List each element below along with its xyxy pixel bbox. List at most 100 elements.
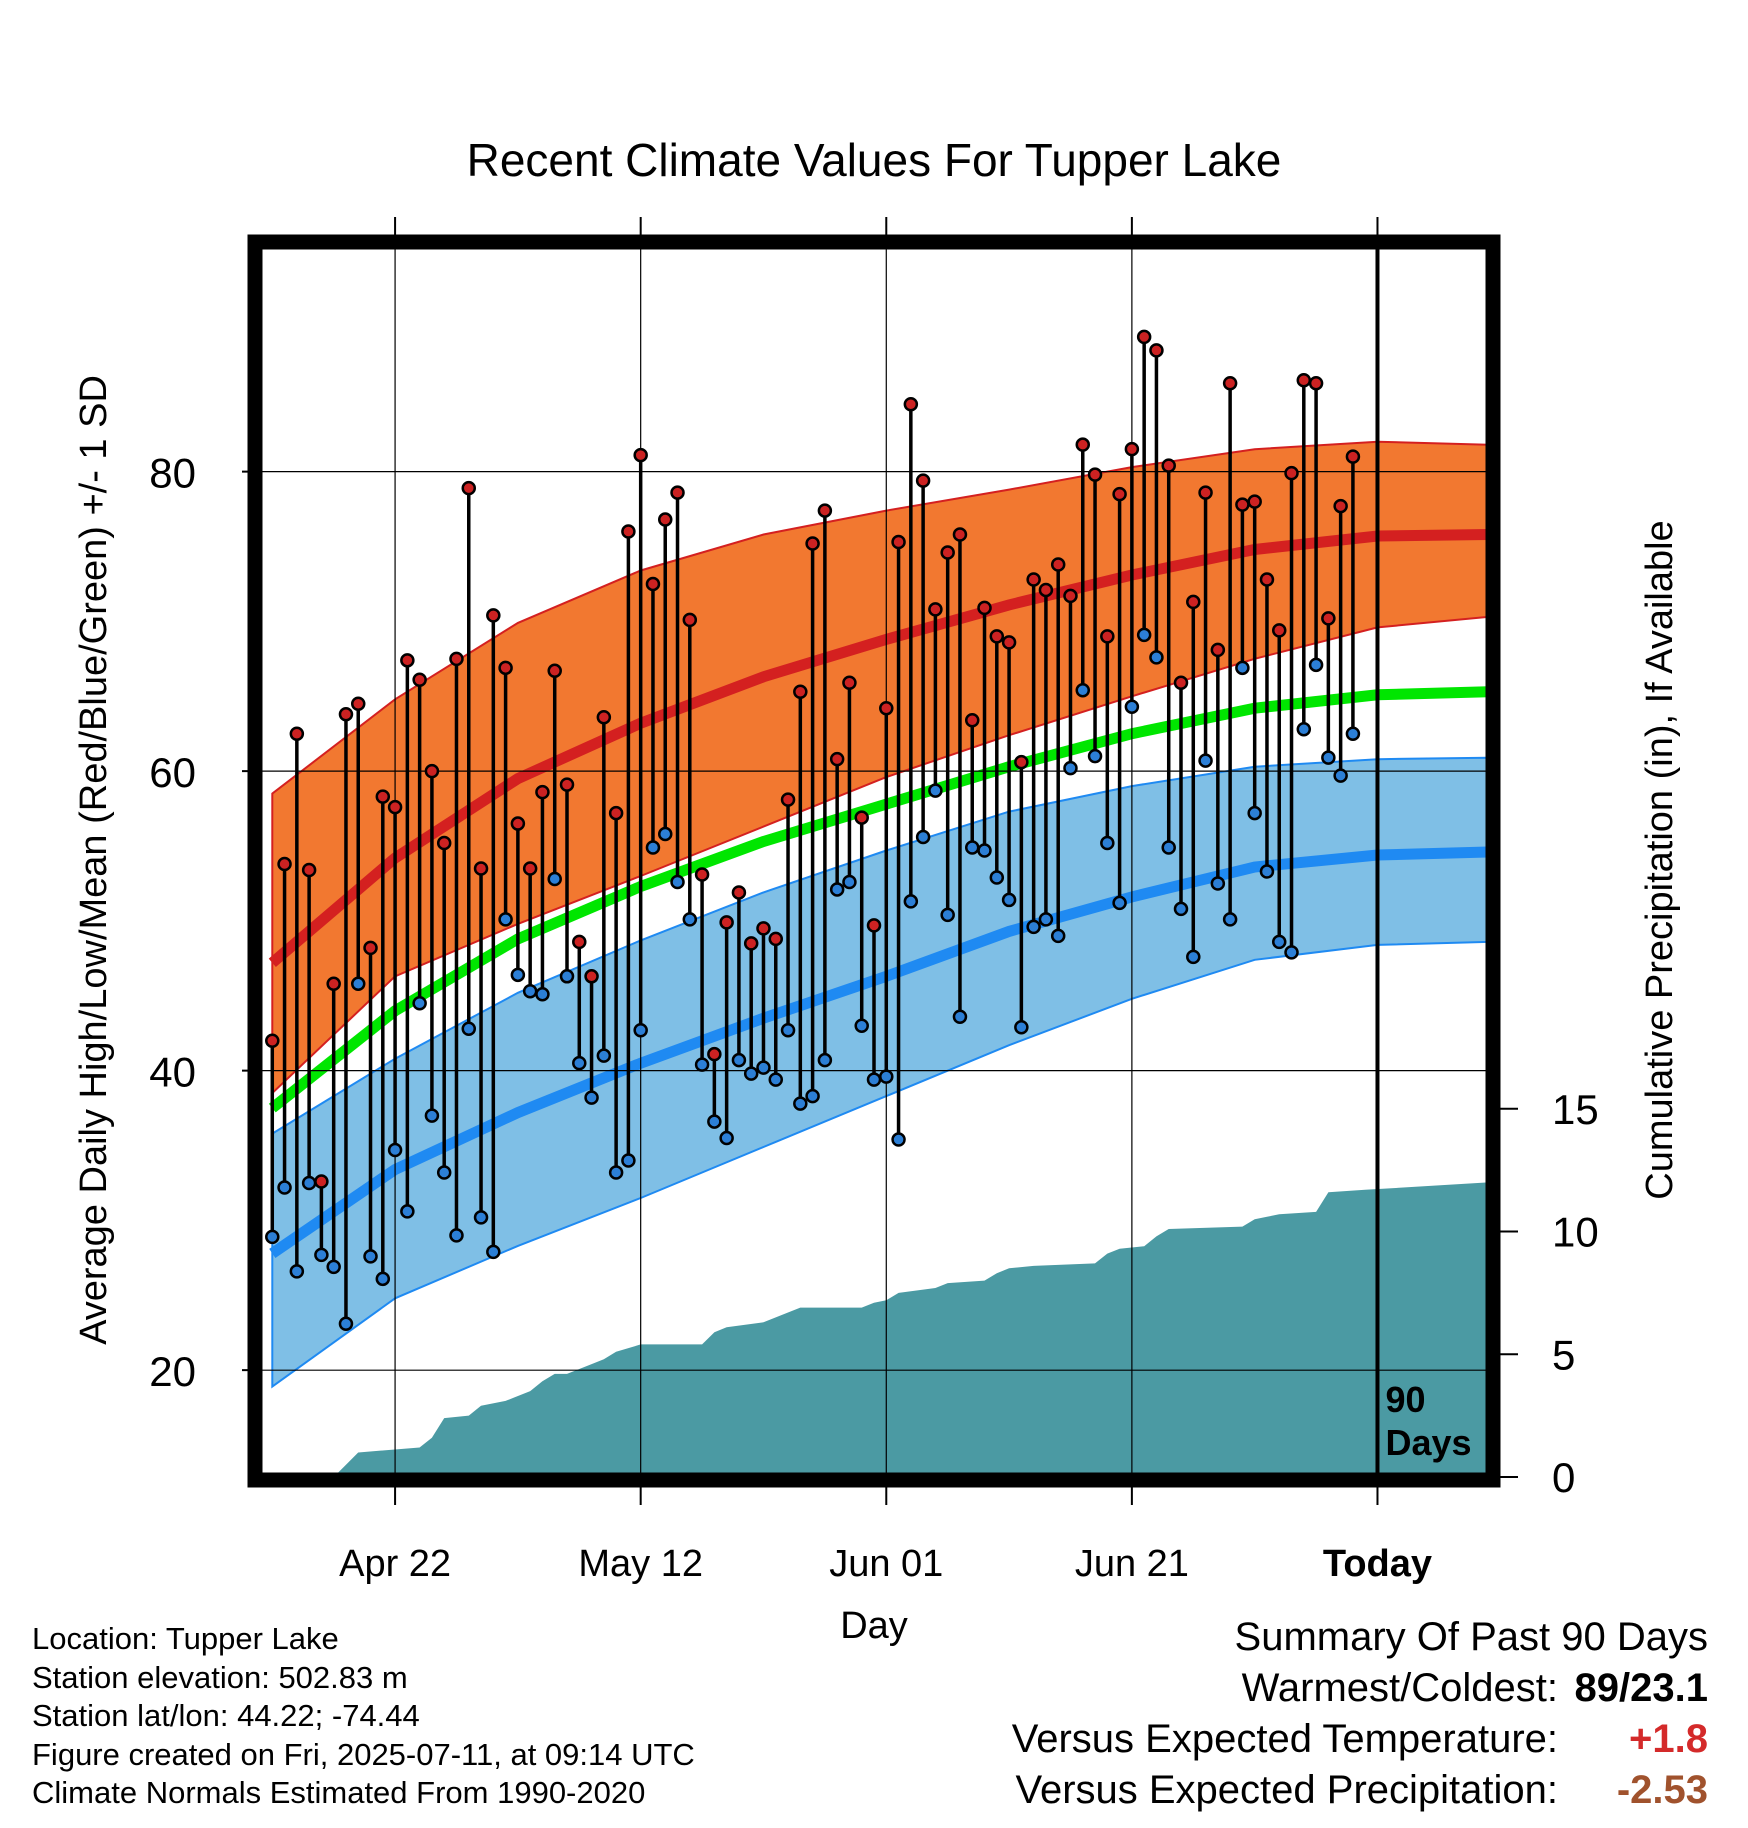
high-temp-point	[277, 856, 292, 872]
y2-tick-label: 15	[1552, 1086, 1599, 1133]
precip-anomaly-value: -2.53	[1616, 1768, 1708, 1812]
low-temp-point	[535, 987, 550, 1002]
high-temp-point	[350, 696, 366, 712]
y-axis-label: Average Daily High/Low/Mean (Red/Blue/Gr…	[73, 375, 115, 1345]
high-temp-point	[1345, 449, 1361, 464]
low-temp-point	[547, 871, 562, 887]
high-temp-point	[608, 805, 624, 821]
high-temp-point	[1063, 588, 1078, 604]
high-temp-point	[731, 885, 747, 900]
low-temp-point	[793, 1096, 808, 1111]
low-temp-point	[326, 1259, 341, 1275]
high-temp-point	[1259, 572, 1275, 587]
low-temp-point	[1235, 660, 1250, 676]
chart-title: Recent Climate Values For Tupper Lake	[467, 134, 1282, 186]
low-temp-point	[670, 874, 685, 890]
low-temp-point	[1014, 1019, 1029, 1035]
high-temp-point	[817, 503, 833, 518]
low-temp-point	[928, 783, 943, 798]
high-temp-point	[743, 936, 759, 951]
high-temp-point	[1136, 329, 1152, 345]
high-temp-point	[694, 867, 710, 882]
low-temp-point	[977, 843, 992, 858]
high-temp-point	[1333, 498, 1348, 514]
low-temp-point	[498, 912, 513, 927]
low-temp-point	[756, 1060, 771, 1075]
low-temp-point	[1075, 683, 1091, 698]
high-temp-point	[535, 784, 550, 800]
high-temp-point	[449, 651, 464, 667]
low-temp-point	[277, 1180, 292, 1195]
high-temp-point	[363, 940, 378, 956]
high-temp-point	[719, 915, 734, 930]
high-temp-point	[510, 816, 526, 831]
high-temp-point	[621, 524, 636, 539]
low-temp-point	[829, 882, 845, 897]
low-temp-point	[805, 1088, 820, 1104]
y2-tick-label: 10	[1552, 1209, 1599, 1256]
high-temp-point	[289, 726, 305, 741]
low-temp-point	[584, 1090, 599, 1105]
temp-anomaly-label: Versus Expected Temperature:	[1011, 1717, 1558, 1761]
low-temp-point	[1308, 657, 1324, 673]
low-temp-point	[350, 976, 366, 992]
high-temp-point	[424, 763, 440, 779]
high-temp-point	[1284, 465, 1299, 481]
high-temp-point	[584, 969, 599, 984]
high-temp-point	[879, 700, 894, 716]
high-temp-point	[1296, 373, 1312, 388]
low-temp-point	[854, 1018, 869, 1033]
y2-tick-label: 0	[1552, 1454, 1575, 1501]
high-temp-point	[412, 672, 427, 688]
low-temp-point	[719, 1130, 734, 1146]
x-tick-label: Jun 01	[829, 1543, 943, 1585]
low-temp-point	[940, 907, 955, 923]
high-temp-point	[1271, 623, 1287, 638]
high-temp-point	[964, 712, 980, 728]
low-temp-point	[682, 912, 698, 927]
low-temp-point	[964, 840, 980, 855]
low-temp-point	[903, 894, 919, 909]
high-temp-point	[486, 608, 501, 623]
high-temp-point	[1014, 754, 1029, 770]
low-temp-point	[265, 1229, 280, 1245]
low-temp-point	[301, 1175, 317, 1191]
precip-anomaly-label: Versus Expected Precipitation:	[1015, 1768, 1558, 1812]
low-temp-point	[522, 984, 538, 999]
low-temp-point	[1149, 650, 1164, 665]
low-temp-point	[338, 1316, 354, 1331]
low-temp-point	[1161, 840, 1176, 855]
high-temp-point	[1173, 675, 1189, 691]
low-temp-point	[436, 1165, 452, 1180]
low-temp-point	[645, 840, 661, 855]
low-temp-point	[707, 1114, 722, 1129]
low-temp-point	[1124, 699, 1140, 715]
low-temp-point	[1321, 750, 1336, 765]
high-temp-point	[1308, 376, 1324, 391]
high-temp-point	[436, 835, 452, 851]
low-temp-point	[1284, 945, 1299, 960]
created-text: Figure created on Fri, 2025-07-11, at 09…	[32, 1736, 695, 1772]
high-temp-point	[301, 862, 317, 878]
low-temp-point	[694, 1057, 710, 1072]
high-temp-point	[498, 660, 513, 676]
high-sd-band	[271, 440, 1488, 1096]
summary-heading: Summary Of Past 90 Days	[1234, 1615, 1708, 1659]
high-temp-point	[915, 473, 931, 488]
low-temp-point	[424, 1108, 440, 1123]
high-temp-point	[338, 706, 354, 722]
low-temp-point	[1333, 768, 1348, 783]
high-temp-point	[793, 684, 808, 700]
low-temp-point	[375, 1271, 391, 1287]
low-temp-point	[1198, 753, 1213, 768]
x-tick-label: Today	[1323, 1543, 1432, 1585]
location-text: Location: Tupper Lake	[32, 1621, 339, 1656]
low-temp-point	[1087, 748, 1103, 764]
high-temp-point	[1235, 497, 1250, 512]
low-temp-point	[879, 1069, 894, 1084]
high-temp-point	[805, 536, 820, 551]
x-axis-label: Day	[840, 1605, 908, 1647]
high-temp-point	[977, 600, 992, 616]
high-temp-point	[1186, 594, 1201, 610]
